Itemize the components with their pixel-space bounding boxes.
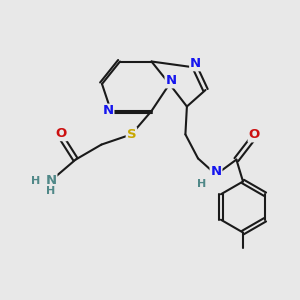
- Text: N: N: [165, 74, 177, 88]
- Text: O: O: [56, 127, 67, 140]
- Text: N: N: [102, 104, 114, 118]
- Text: N: N: [210, 165, 222, 178]
- Text: N: N: [190, 57, 201, 70]
- Text: N: N: [45, 174, 57, 187]
- Text: H: H: [197, 178, 206, 189]
- Text: S: S: [127, 128, 136, 141]
- Text: H: H: [46, 186, 55, 197]
- Text: O: O: [248, 128, 260, 142]
- Text: H: H: [31, 176, 40, 186]
